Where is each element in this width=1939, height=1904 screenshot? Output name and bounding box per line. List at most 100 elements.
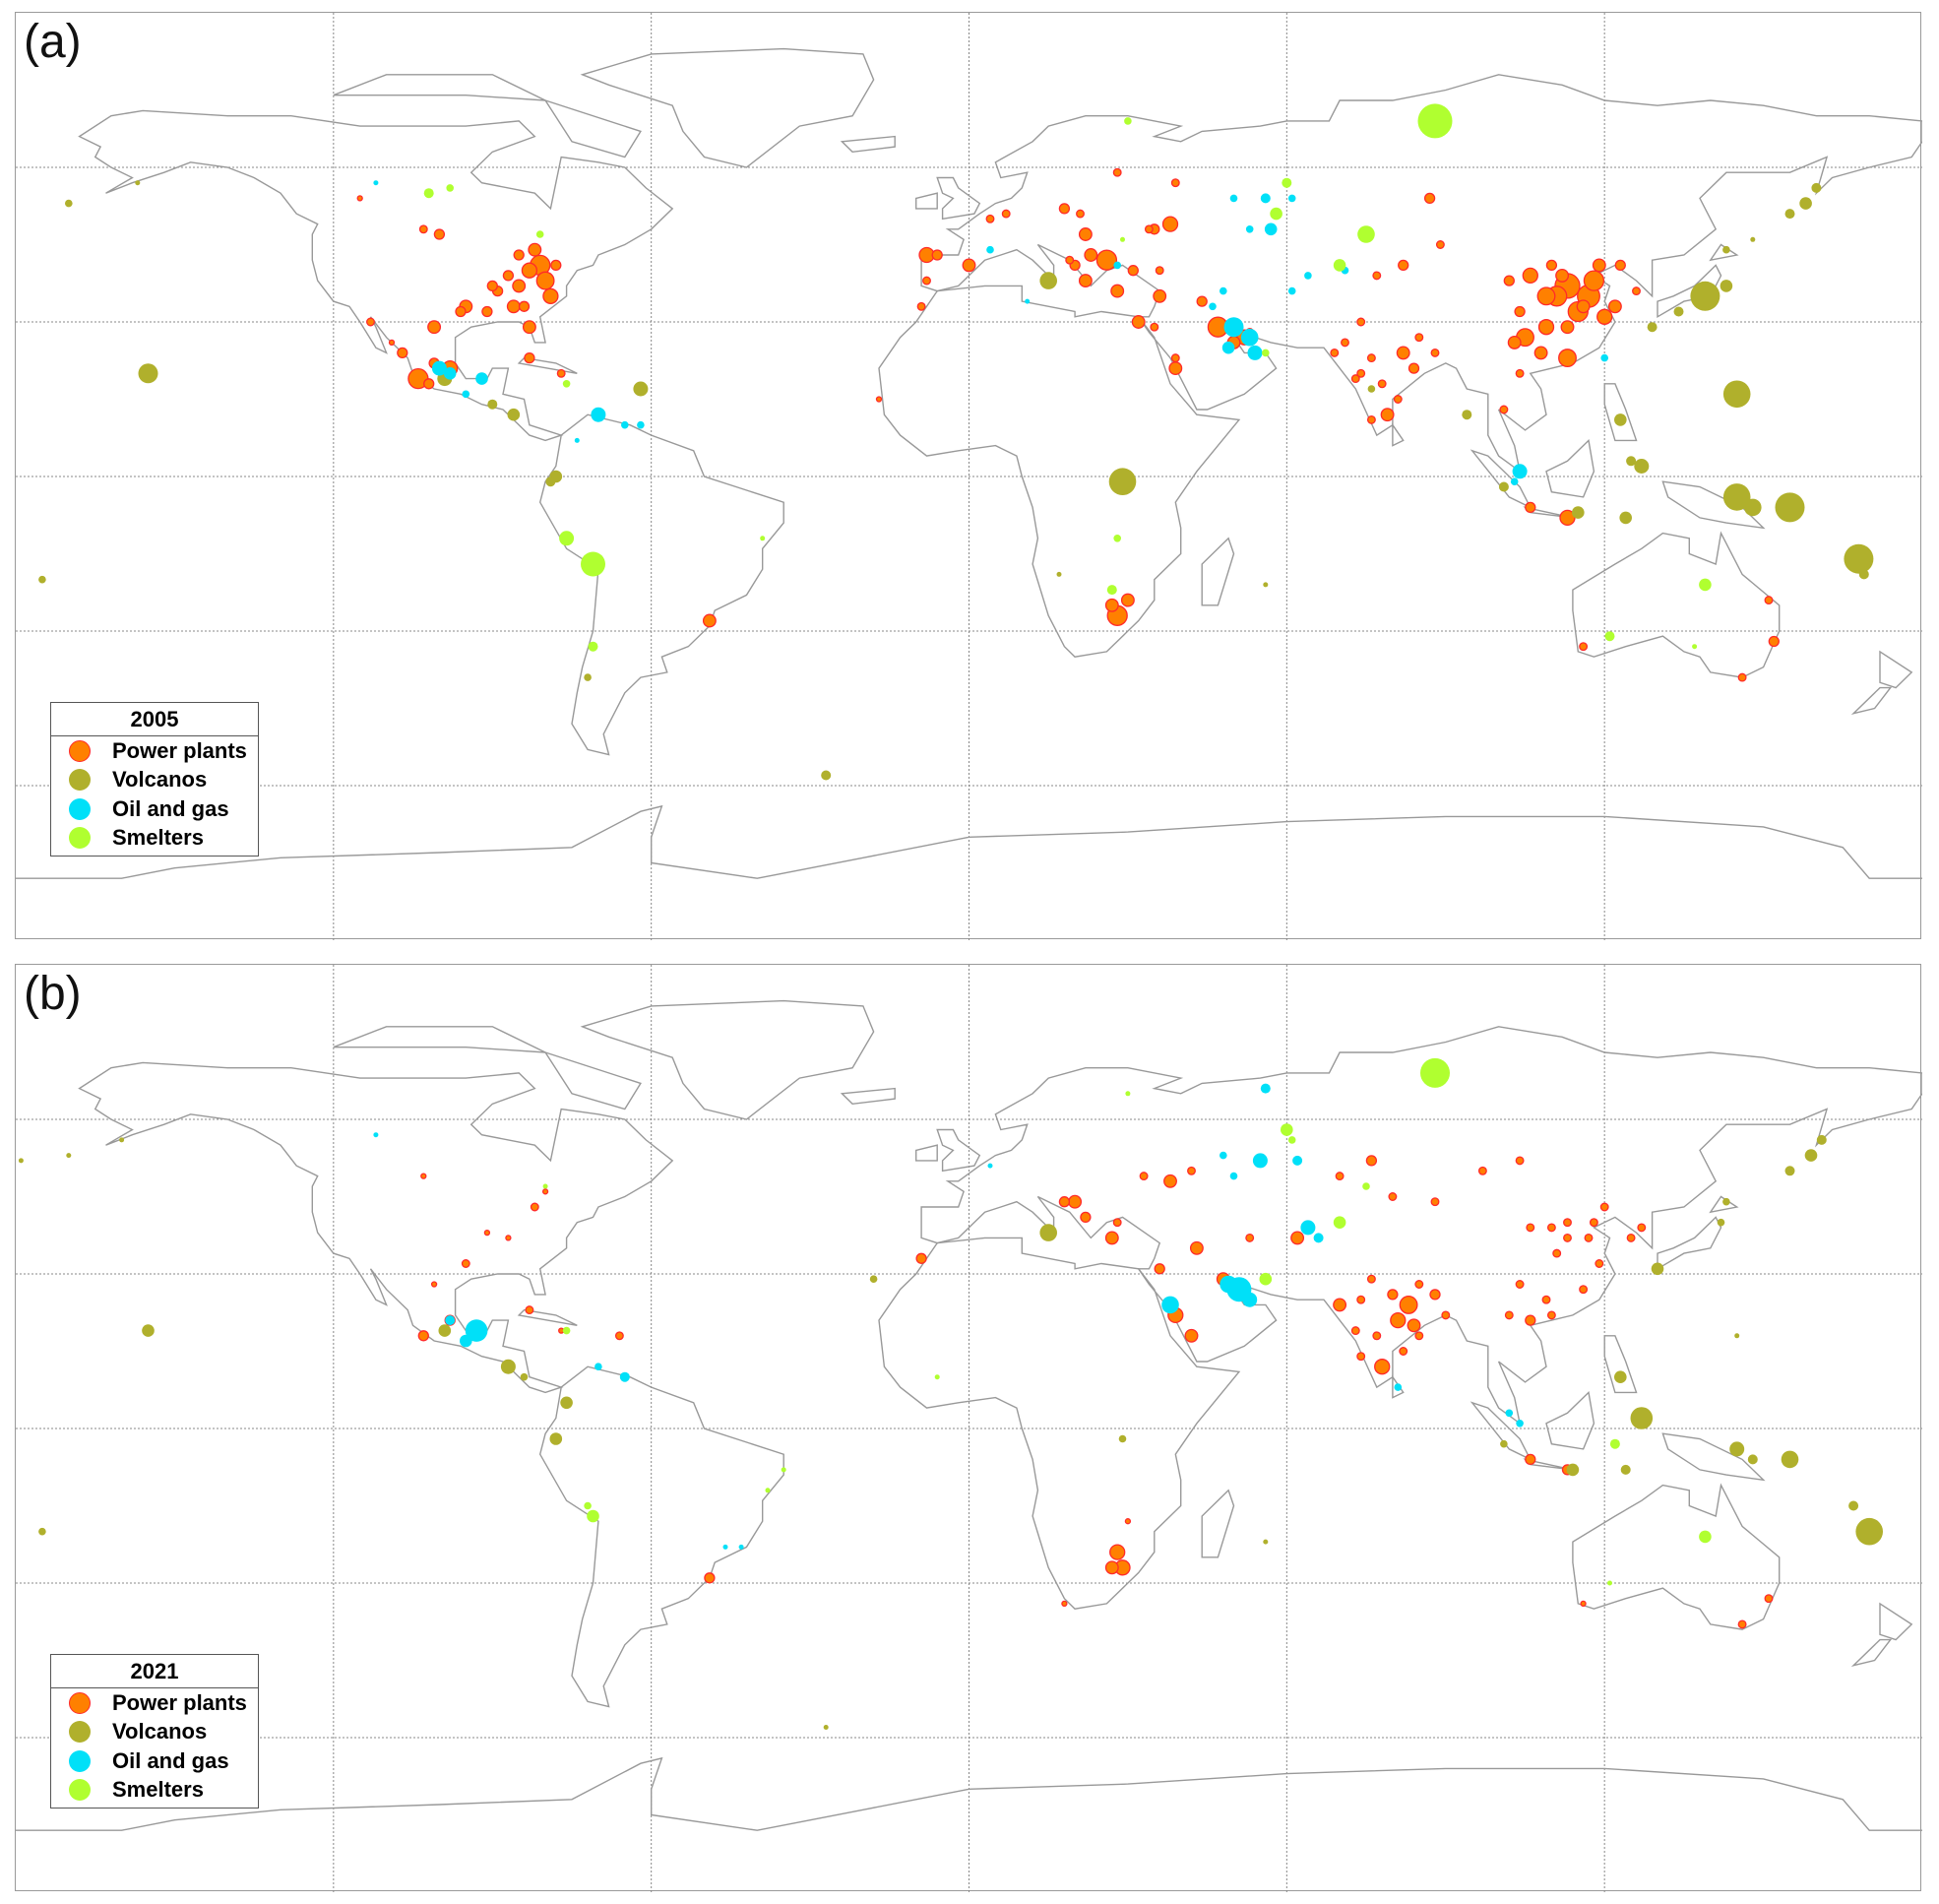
power-plant-marker bbox=[521, 262, 538, 279]
smelter-marker bbox=[765, 1488, 771, 1493]
power-plant-marker bbox=[1525, 1314, 1536, 1326]
coastline-japan bbox=[1657, 1216, 1722, 1271]
volcano-marker bbox=[1844, 543, 1874, 574]
power-plant-marker bbox=[1536, 286, 1556, 306]
volcano-marker bbox=[1799, 197, 1812, 210]
volcano-marker bbox=[119, 1137, 125, 1143]
volcano-marker bbox=[1263, 1539, 1269, 1545]
power-plant-marker bbox=[1144, 224, 1154, 234]
power-plant-marker bbox=[423, 378, 435, 390]
power-plant-marker-icon bbox=[69, 739, 91, 762]
power-plant-marker bbox=[1507, 335, 1522, 349]
coastline-north-america bbox=[78, 1061, 674, 1394]
volcano-marker bbox=[1619, 511, 1632, 525]
smelter-marker bbox=[1120, 236, 1125, 242]
power-plant-marker bbox=[1290, 1231, 1305, 1245]
coastline-sumatra bbox=[1470, 449, 1532, 509]
legend-label: Volcanos bbox=[112, 1719, 208, 1745]
coastline-new-zealand-south bbox=[1850, 1638, 1893, 1667]
oil-gas-marker bbox=[1221, 341, 1235, 354]
oil-gas-marker bbox=[594, 1363, 602, 1370]
panel-label: (b) bbox=[24, 968, 82, 1020]
oil-gas-marker bbox=[738, 1544, 744, 1550]
legend-item-volcanos: Volcanos bbox=[51, 766, 258, 795]
oil-gas-marker bbox=[637, 420, 645, 429]
volcano-marker bbox=[18, 1158, 24, 1164]
power-plant-marker bbox=[1533, 346, 1548, 360]
volcano-marker bbox=[549, 1432, 563, 1445]
coastline-greenland bbox=[580, 47, 875, 168]
oil-gas-marker bbox=[986, 245, 994, 254]
volcano-marker bbox=[1614, 413, 1627, 426]
legend-item-smelters: Smelters bbox=[51, 824, 258, 854]
smelter-marker bbox=[562, 1326, 571, 1335]
oil-gas-marker bbox=[373, 180, 379, 186]
power-plant-marker bbox=[1558, 349, 1577, 368]
power-plant-marker bbox=[1526, 1223, 1535, 1233]
volcano-marker bbox=[1647, 322, 1658, 333]
power-plant-marker bbox=[1576, 299, 1591, 314]
power-plant-marker bbox=[1372, 1331, 1382, 1341]
volcano-marker bbox=[1734, 1333, 1740, 1339]
volcano-marker-icon bbox=[69, 769, 91, 792]
legend-item-volcanos: Volcanos bbox=[51, 1718, 258, 1747]
power-plant-marker bbox=[1537, 319, 1555, 336]
volcano-marker bbox=[1626, 456, 1637, 467]
power-plant-marker bbox=[1503, 275, 1515, 286]
oil-gas-marker bbox=[1229, 1172, 1238, 1180]
coastline-new-guinea bbox=[1661, 480, 1766, 530]
volcano-marker bbox=[1367, 385, 1376, 393]
smelter-marker bbox=[581, 551, 605, 577]
smelter-marker bbox=[1333, 259, 1346, 272]
smelter-marker bbox=[535, 230, 544, 238]
volcano-marker bbox=[1717, 1218, 1725, 1227]
oil-gas-marker-icon bbox=[69, 797, 91, 820]
power-plant-marker bbox=[1541, 1295, 1551, 1304]
oil-gas-marker bbox=[574, 437, 580, 443]
volcano-marker bbox=[1729, 1441, 1745, 1457]
power-plant-marker bbox=[1515, 368, 1525, 378]
power-plant-marker bbox=[1120, 593, 1135, 607]
power-plant-marker bbox=[1592, 258, 1606, 273]
power-plant-marker bbox=[1078, 227, 1093, 241]
volcano-marker bbox=[1848, 1500, 1859, 1511]
power-plant-marker bbox=[1563, 1218, 1572, 1228]
coastline-new-zealand-north bbox=[1879, 1602, 1913, 1641]
power-plant-marker bbox=[1139, 1172, 1149, 1181]
volcano-marker bbox=[1722, 483, 1751, 511]
power-plant-marker bbox=[1150, 322, 1159, 332]
power-plant-marker bbox=[1414, 1331, 1424, 1341]
power-plant-marker bbox=[1545, 259, 1558, 272]
power-plant-marker bbox=[397, 347, 408, 359]
power-plant-marker bbox=[1563, 1233, 1572, 1242]
power-plant-marker-icon bbox=[69, 1691, 91, 1714]
power-plant-marker bbox=[1514, 305, 1526, 318]
coastline-baffin-island bbox=[543, 98, 642, 159]
smelter-marker bbox=[1281, 1123, 1293, 1136]
coastline-cuba bbox=[517, 1308, 578, 1326]
legend-label: Oil and gas bbox=[112, 1747, 229, 1773]
power-plant-marker bbox=[505, 1235, 512, 1241]
coastline-iceland bbox=[840, 135, 896, 154]
coastline-australia bbox=[1572, 1483, 1781, 1630]
power-plant-marker bbox=[1058, 1196, 1071, 1208]
coastline-canadian-archipelago bbox=[333, 74, 546, 101]
power-plant-marker bbox=[1595, 1259, 1604, 1268]
volcano-marker bbox=[438, 1324, 452, 1337]
power-plant-marker bbox=[1435, 240, 1445, 249]
oil-gas-marker bbox=[431, 360, 447, 376]
power-plant-marker bbox=[875, 396, 883, 403]
oil-gas-marker bbox=[1260, 1083, 1271, 1094]
volcano-marker bbox=[1858, 569, 1869, 580]
coastline-sri-lanka bbox=[1392, 422, 1405, 447]
smelter-marker bbox=[1420, 1057, 1450, 1088]
oil-gas-marker bbox=[1264, 222, 1278, 236]
power-plant-marker bbox=[1333, 1298, 1347, 1312]
volcano-marker bbox=[487, 399, 498, 410]
oil-gas-marker bbox=[1394, 1383, 1403, 1391]
power-plant-marker bbox=[1061, 1600, 1068, 1608]
volcano-marker bbox=[507, 408, 521, 421]
oil-gas-marker bbox=[1209, 302, 1217, 311]
smelter-marker bbox=[1607, 1580, 1612, 1586]
legend-item-power-plants: Power plants bbox=[51, 1688, 258, 1718]
